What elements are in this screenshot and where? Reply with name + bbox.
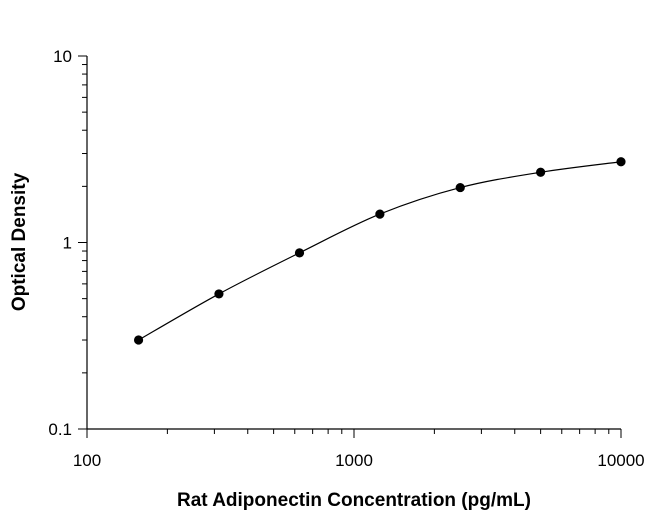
y-axis-title: Optical Density: [9, 172, 30, 311]
fit-curve: [138, 161, 622, 341]
data-point: [616, 157, 626, 167]
y-tick-label: 1: [63, 234, 72, 253]
data-point: [294, 248, 305, 258]
data-point: [214, 289, 224, 299]
tick-labels: 0.1 1 10 100 1000 10000: [48, 47, 644, 470]
y-tick-label: 10: [53, 47, 72, 66]
data-point: [536, 167, 546, 177]
data-points: [133, 157, 626, 345]
ticks: [78, 55, 622, 438]
x-axis-title: Rat Adiponectin Concentration (pg/mL): [177, 490, 531, 511]
x-tick-label: 1000: [335, 451, 373, 470]
axes: [86, 56, 621, 430]
x-tick-label: 10000: [597, 451, 644, 470]
y-tick-label: 0.1: [48, 420, 72, 439]
data-point: [455, 182, 465, 193]
x-tick-label: 100: [73, 451, 101, 470]
data-point: [133, 335, 144, 345]
data-point: [375, 209, 385, 219]
